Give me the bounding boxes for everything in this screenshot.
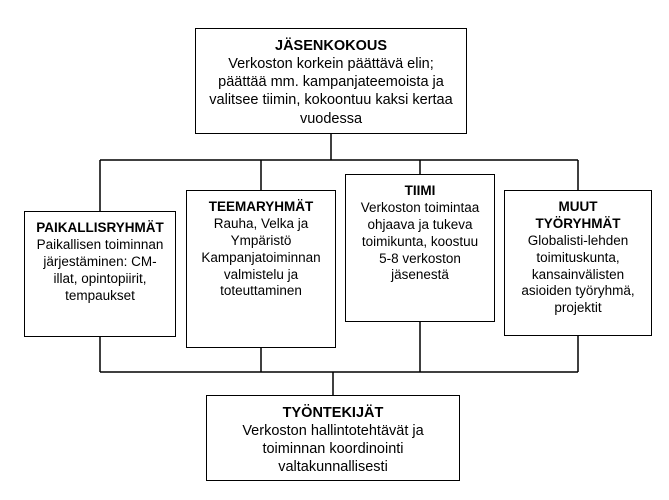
node-title: MUUT TYÖRYHMÄT [515, 199, 641, 233]
node-paikallisryhmat: PAIKALLISRYHMÄT Paikallisen toiminnan jä… [24, 211, 176, 337]
node-title: TYÖNTEKIJÄT [217, 404, 449, 422]
node-muut: MUUT TYÖRYHMÄT Globalisti-lehden toimitu… [504, 190, 652, 336]
node-body: Verkoston korkein päättävä elin; päättää… [206, 55, 456, 128]
node-title: TEEMARYHMÄT [197, 199, 325, 216]
node-tiimi: TIIMI Verkoston toimintaa ohjaava ja tuk… [345, 174, 495, 322]
node-body: Globalisti-lehden toimituskunta, kansain… [515, 233, 641, 317]
node-teemaryhmat: TEEMARYHMÄT Rauha, Velka ja Ympäristö Ka… [186, 190, 336, 348]
node-title: PAIKALLISRYHMÄT [35, 220, 165, 237]
org-chart: JÄSENKOKOUS Verkoston korkein päättävä e… [0, 0, 669, 500]
node-title: TIIMI [356, 183, 484, 200]
node-body: Paikallisen toiminnan järjestäminen: CM-… [35, 237, 165, 305]
node-body: Verkoston toimintaa ohjaava ja tukeva to… [356, 200, 484, 284]
node-jasenkokous: JÄSENKOKOUS Verkoston korkein päättävä e… [195, 28, 467, 134]
node-body: Rauha, Velka ja Ympäristö Kampanjatoimin… [197, 216, 325, 300]
node-body: Verkoston hallintotehtävät ja toiminnan … [217, 422, 449, 476]
node-tyontekijat: TYÖNTEKIJÄT Verkoston hallintotehtävät j… [206, 395, 460, 481]
node-title: JÄSENKOKOUS [206, 37, 456, 55]
